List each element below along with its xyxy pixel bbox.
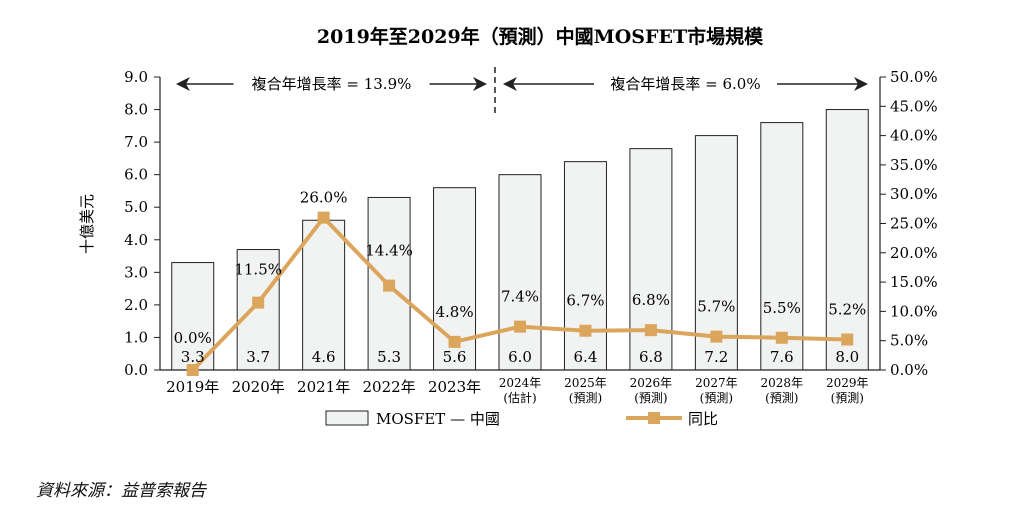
bar-value-label: 5.6 xyxy=(443,348,467,366)
cagr-text: 複合年增長率 = 13.9% xyxy=(252,75,412,93)
x-tick-sublabel: (預測) xyxy=(831,391,864,405)
x-tick-label: 2029年 xyxy=(826,376,869,390)
source-note: 資料來源：益普索報告 xyxy=(36,481,206,501)
cagr-annotation-1: 複合年增長率 = 6.0% xyxy=(503,75,868,93)
y2-tick-label: 0.0% xyxy=(890,361,928,379)
y2-tick-label: 15.0% xyxy=(890,273,938,291)
x-tick-sublabel: (預測) xyxy=(765,391,798,405)
bar-value-label: 3.7 xyxy=(246,348,270,366)
x-tick-label: 2019年 xyxy=(166,378,219,396)
y-tick-label: 1.0 xyxy=(124,328,148,346)
bar-value-label: 6.0 xyxy=(508,348,532,366)
bar-value-label: 6.4 xyxy=(574,348,598,366)
bar-10 xyxy=(825,109,869,371)
yoy-marker-1 xyxy=(252,296,265,309)
yoy-value-label: 11.5% xyxy=(234,261,282,279)
cagr-text: 複合年增長率 = 6.0% xyxy=(610,75,760,93)
y-axis-title: 十億美元 xyxy=(78,194,96,254)
bar-0 xyxy=(171,262,215,371)
yoy-value-label: 5.5% xyxy=(763,299,801,317)
y2-tick-label: 25.0% xyxy=(890,215,938,233)
y2-tick-label: 45.0% xyxy=(890,97,938,115)
yoy-value-label: 5.2% xyxy=(828,301,866,319)
x-tick-label: 2022年 xyxy=(362,378,415,396)
yoy-value-label: 6.7% xyxy=(566,292,604,310)
yoy-value-label: 4.8% xyxy=(435,303,473,321)
y2-tick-label: 50.0% xyxy=(890,68,938,86)
bar-value-label: 8.0 xyxy=(835,348,859,366)
yoy-marker-7 xyxy=(644,324,657,337)
yoy-marker-0 xyxy=(186,364,199,376)
yoy-marker-9 xyxy=(775,331,788,344)
x-tick-sublabel: (估計) xyxy=(503,390,536,405)
yoy-marker-5 xyxy=(514,320,526,333)
y-tick-label: 8.0 xyxy=(124,101,148,119)
yoy-marker-8 xyxy=(710,330,723,343)
x-tick-sublabel: (預測) xyxy=(634,391,667,405)
y2-tick-label: 20.0% xyxy=(890,244,938,262)
legend-line-label: 同比 xyxy=(688,410,718,428)
x-tick-label: 2026年 xyxy=(630,376,673,390)
yoy-marker-6 xyxy=(579,324,592,337)
x-tick-label: 2023年 xyxy=(428,378,481,396)
legend-line-marker xyxy=(648,412,660,424)
x-tick-label: 2028年 xyxy=(761,376,804,390)
x-tick-label: 2027年 xyxy=(695,376,738,390)
y2-tick-label: 5.0% xyxy=(890,332,928,350)
yoy-value-label: 7.4% xyxy=(501,288,539,306)
bar-7 xyxy=(629,148,673,371)
x-tick-label: 2025年 xyxy=(564,376,607,390)
bar-value-label: 7.6 xyxy=(770,348,794,366)
arrow-left-icon xyxy=(503,77,517,91)
bar-value-label: 6.8 xyxy=(639,348,663,366)
yoy-marker-3 xyxy=(383,279,396,292)
cagr-annotation-0: 複合年增長率 = 13.9% xyxy=(176,75,487,93)
bar-value-label: 3.3 xyxy=(181,348,205,366)
y2-tick-label: 30.0% xyxy=(890,185,938,203)
bar-6 xyxy=(563,161,607,371)
bar-1 xyxy=(236,249,280,371)
y-tick-label: 7.0 xyxy=(124,133,148,151)
legend-bar-label: MOSFET — 中國 xyxy=(376,410,500,428)
arrow-right-icon xyxy=(854,77,868,91)
yoy-value-label: 26.0% xyxy=(300,189,348,207)
bar-5 xyxy=(498,174,542,371)
yoy-value-label: 6.8% xyxy=(632,291,670,309)
x-tick-label: 2024年 xyxy=(499,376,542,390)
yoy-marker-10 xyxy=(841,333,854,346)
x-tick-sublabel: (預測) xyxy=(569,391,602,405)
bar-value-label: 7.2 xyxy=(704,348,728,366)
chart-title: 2019年至2029年（預測）中國MOSFET市場規模 xyxy=(317,25,764,48)
y2-tick-label: 40.0% xyxy=(890,127,938,145)
y-tick-label: 2.0 xyxy=(124,296,148,314)
arrow-right-icon xyxy=(473,77,487,91)
y-tick-label: 0.0 xyxy=(124,361,148,379)
yoy-value-label: 14.4% xyxy=(365,242,413,260)
y-tick-label: 6.0 xyxy=(124,166,148,184)
y2-tick-label: 10.0% xyxy=(890,302,938,320)
bar-value-label: 4.6 xyxy=(312,348,336,366)
x-tick-label: 2020年 xyxy=(232,378,285,396)
x-tick-label: 2021年 xyxy=(297,378,350,396)
yoy-marker-2 xyxy=(317,211,330,224)
y-tick-label: 9.0 xyxy=(124,68,148,86)
y2-tick-label: 35.0% xyxy=(890,156,938,174)
bar-value-label: 5.3 xyxy=(377,348,401,366)
y-tick-label: 5.0 xyxy=(124,198,148,216)
x-tick-sublabel: (預測) xyxy=(700,391,733,405)
yoy-marker-4 xyxy=(448,335,461,348)
arrow-left-icon xyxy=(176,77,190,91)
y-tick-label: 3.0 xyxy=(124,263,148,281)
yoy-value-label: 5.7% xyxy=(697,298,735,316)
yoy-value-label: 0.0% xyxy=(174,329,212,347)
legend-bar-swatch xyxy=(325,410,369,426)
y-tick-label: 4.0 xyxy=(124,231,148,249)
